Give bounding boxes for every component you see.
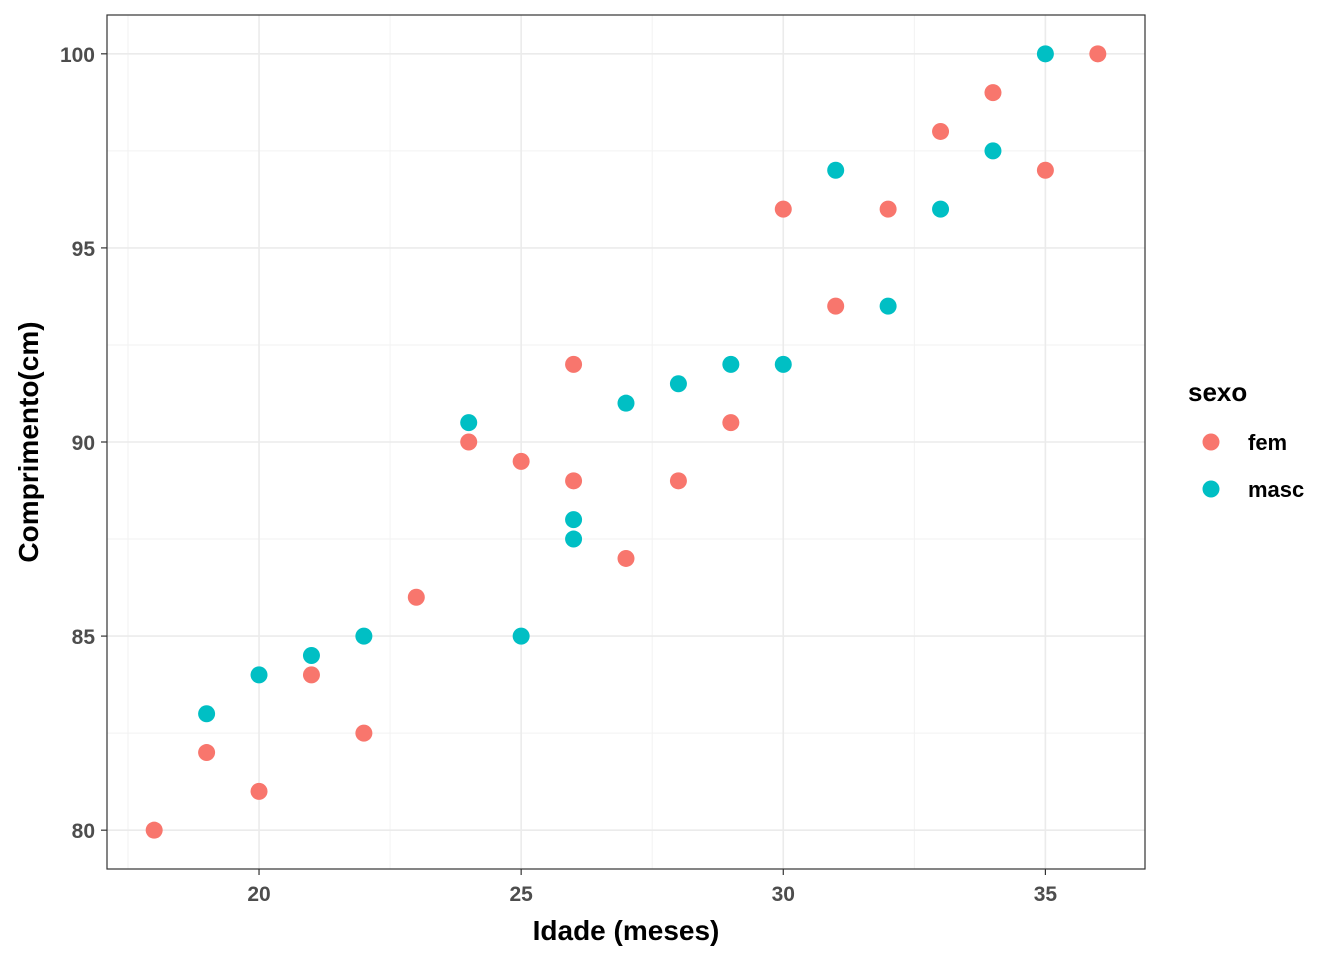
data-point-masc xyxy=(512,627,530,645)
data-point-fem xyxy=(565,472,583,490)
data-point-fem xyxy=(145,821,163,839)
data-point-fem xyxy=(1036,161,1054,179)
axis-ticks xyxy=(101,53,1046,875)
data-point-fem xyxy=(250,782,268,800)
x-tick-label: 20 xyxy=(247,883,270,906)
legend: sexo fem masc xyxy=(1188,377,1304,502)
data-point-masc xyxy=(722,355,740,373)
data-point-masc xyxy=(617,394,635,412)
data-point-masc xyxy=(827,161,845,179)
y-tick-label: 95 xyxy=(72,238,96,261)
data-point-fem xyxy=(722,414,740,432)
data-point-masc xyxy=(984,142,1002,160)
legend-key-fem xyxy=(1202,433,1220,451)
data-point-fem xyxy=(774,200,792,218)
x-tick-label: 30 xyxy=(772,883,795,906)
data-point-masc xyxy=(669,375,687,393)
y-axis-title: Comprimento(cm) xyxy=(13,321,44,562)
legend-title: sexo xyxy=(1188,377,1247,407)
axis-tick-labels: 20 25 30 35 80 85 90 95 100 xyxy=(60,44,1057,906)
data-point-fem xyxy=(879,200,897,218)
x-tick-label: 35 xyxy=(1034,883,1058,906)
data-point-masc xyxy=(198,705,216,723)
data-point-masc xyxy=(1036,45,1054,63)
data-point-fem xyxy=(932,122,950,140)
x-tick-label: 25 xyxy=(509,883,533,906)
data-point-fem xyxy=(1089,45,1107,63)
data-point-fem xyxy=(669,472,687,490)
data-point-fem xyxy=(302,666,320,684)
data-point-masc xyxy=(774,355,792,373)
data-point-masc xyxy=(302,647,320,664)
y-tick-label: 100 xyxy=(60,44,95,67)
grid-lines xyxy=(107,15,1145,869)
data-point-fem xyxy=(355,724,373,742)
data-point-fem xyxy=(512,452,530,470)
x-axis-title: Idade (meses) xyxy=(533,915,720,946)
y-tick-label: 85 xyxy=(72,626,96,649)
data-point-masc xyxy=(250,666,268,684)
data-point-masc xyxy=(879,297,897,315)
legend-label-masc: masc xyxy=(1248,477,1304,502)
data-point-fem xyxy=(984,84,1002,102)
legend-items: fem masc xyxy=(1202,430,1304,502)
data-point-fem xyxy=(407,588,425,606)
data-point-fem xyxy=(460,433,478,451)
data-point-fem xyxy=(198,744,216,762)
y-tick-label: 90 xyxy=(72,432,95,455)
data-point-masc xyxy=(565,511,583,529)
data-point-fem xyxy=(827,297,845,315)
legend-label-fem: fem xyxy=(1248,430,1287,455)
data-point-masc xyxy=(460,414,478,432)
legend-key-masc xyxy=(1202,480,1220,498)
data-point-fem xyxy=(565,355,583,373)
data-point-masc xyxy=(932,200,950,218)
data-point-masc xyxy=(565,530,583,548)
data-point-fem xyxy=(617,549,635,567)
data-points xyxy=(145,45,1107,839)
y-tick-label: 80 xyxy=(72,820,95,843)
data-point-masc xyxy=(355,627,373,645)
